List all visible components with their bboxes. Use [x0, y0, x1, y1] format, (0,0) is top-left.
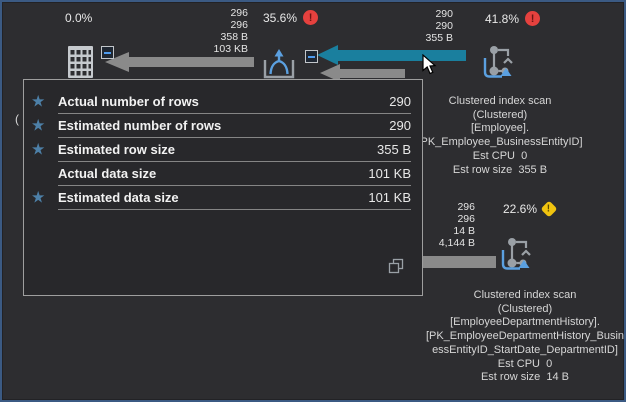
- concat-node-cost: 35.6% !: [263, 10, 319, 25]
- occluded-text-fragment: (: [15, 112, 19, 126]
- collapse-minus-box-result[interactable]: [101, 46, 114, 59]
- cost-percent-label: 22.6%: [503, 202, 538, 216]
- star-icon: ★: [31, 116, 46, 134]
- star-icon: ★: [31, 188, 46, 206]
- edge-stats-dept-history: 296 296 14 B 4,144 B: [438, 201, 475, 249]
- concatenation-operator-icon[interactable]: [261, 48, 297, 86]
- cost-percent-label: 35.6%: [263, 10, 298, 25]
- dept-history-scan-label[interactable]: Clustered index scan (Clustered) [Employ…: [425, 289, 625, 384]
- edge-segment-dept-scan[interactable]: [418, 256, 496, 268]
- tooltip-row-value: 290: [389, 118, 411, 133]
- edge-arrow-concat-lower[interactable]: [320, 64, 405, 82]
- tooltip-row: ★ Actual number of rows 290: [31, 90, 411, 114]
- tooltip-row-value: 290: [389, 94, 411, 109]
- edge-stats-employee: 290 290 355 B: [425, 8, 453, 44]
- collapse-minus-box-concat[interactable]: [305, 50, 318, 63]
- tooltip-row-label: Estimated data size: [58, 190, 179, 205]
- cost-percent-label: 41.8%: [485, 11, 520, 26]
- critical-warning-icon[interactable]: !: [303, 10, 319, 25]
- tooltip-row: ★ Estimated row size 355 B: [31, 138, 411, 162]
- tooltip-row: ★ Estimated number of rows 290: [31, 114, 411, 138]
- employee-scan-cost: 41.8% !: [485, 11, 541, 26]
- minus-icon: [104, 51, 111, 54]
- tooltip-row-value: 101 KB: [368, 166, 411, 181]
- tooltip-rows: ★ Actual number of rows 290 ★ Estimated …: [31, 90, 411, 210]
- result-node-cost: 0.0%: [65, 11, 92, 25]
- tooltip-row: ★ Actual data size 101 KB: [58, 162, 411, 186]
- edge-stats-concat: 296 296 358 B 103 KB: [213, 7, 248, 55]
- mouse-cursor: [422, 53, 438, 81]
- dept-history-scan-cost: 22.6% !: [503, 200, 558, 218]
- critical-warning-icon[interactable]: !: [525, 11, 541, 26]
- copy-icon[interactable]: [388, 258, 404, 274]
- edge-arrow-selected[interactable]: [317, 45, 466, 65]
- operator-tooltip-popup: ★ Actual number of rows 290 ★ Estimated …: [23, 79, 423, 296]
- tooltip-row-value: 355 B: [377, 142, 411, 157]
- tooltip-row-label: Actual data size: [58, 166, 157, 181]
- tooltip-row: ★ Estimated data size 101 KB: [31, 186, 411, 210]
- warning-icon[interactable]: !: [540, 200, 558, 218]
- clustered-index-scan-icon[interactable]: [497, 235, 533, 280]
- tooltip-row-label: Actual number of rows: [58, 94, 199, 109]
- cost-percent-label: 0.0%: [65, 11, 93, 25]
- star-icon: ★: [31, 140, 46, 158]
- tooltip-row-label: Estimated row size: [58, 142, 176, 157]
- edge-arrow-result[interactable]: [105, 52, 254, 72]
- tooltip-row-value: 101 KB: [368, 190, 411, 205]
- employee-scan-label[interactable]: Clustered index scan (Clustered) [Employ…: [417, 95, 583, 176]
- result-table-icon[interactable]: [67, 44, 95, 85]
- clustered-index-scan-icon[interactable]: [479, 43, 515, 88]
- star-icon: ★: [31, 92, 46, 110]
- minus-icon: [308, 55, 315, 58]
- tooltip-row-label: Estimated number of rows: [58, 118, 222, 133]
